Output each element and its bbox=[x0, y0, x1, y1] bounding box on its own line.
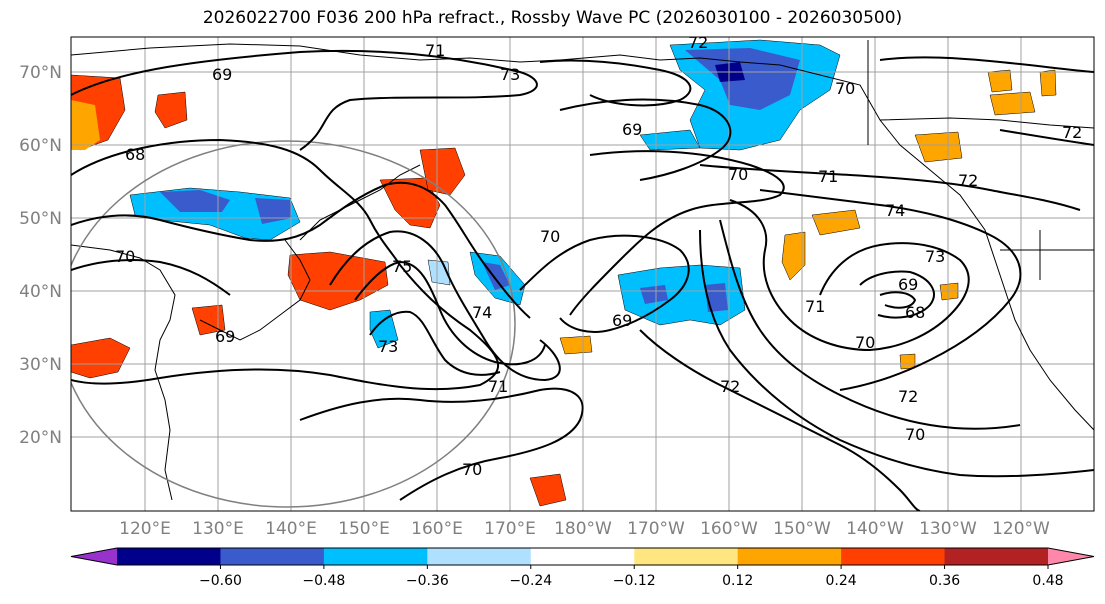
contour-label: 70 bbox=[855, 333, 875, 352]
colorbar-tick-label: −0.60 bbox=[199, 573, 242, 589]
contour-label: 73 bbox=[500, 65, 520, 84]
map-title: 2026022700 F036 200 hPa refract., Rossby… bbox=[202, 8, 903, 28]
contour-label: 70 bbox=[462, 460, 482, 479]
lat-label: 50°N bbox=[19, 209, 62, 229]
contour-label: 71 bbox=[818, 167, 838, 186]
lon-label: 130°E bbox=[192, 519, 244, 539]
colorbar-segment bbox=[323, 548, 428, 565]
colorbar: −0.60 −0.48 −0.36 −0.24 −0.12 0.12 0.24 0.36 0.4… bbox=[70, 547, 1095, 589]
lat-label: 60°N bbox=[19, 136, 62, 156]
contour-label: 69 bbox=[622, 120, 642, 139]
colorbar-extend-low bbox=[71, 548, 117, 565]
colorbar-segment bbox=[427, 548, 532, 565]
contour-label: 73 bbox=[925, 247, 945, 266]
lon-label: 160°E bbox=[411, 519, 463, 539]
colorbar-outline bbox=[70, 547, 1095, 566]
contour-label: 70 bbox=[540, 227, 560, 246]
contour-label: 70 bbox=[835, 79, 855, 98]
lon-label: 120°E bbox=[119, 519, 171, 539]
refractivity-contours bbox=[71, 49, 1094, 511]
contour-label: 73 bbox=[378, 337, 398, 356]
colorbar-tick-label: 0.36 bbox=[929, 573, 960, 589]
contour-label: 69 bbox=[215, 327, 235, 346]
lon-label: 120°W bbox=[992, 519, 1050, 539]
contour-label: 70 bbox=[728, 165, 748, 184]
lat-label: 20°N bbox=[19, 428, 62, 448]
longitude-labels: 120°E 130°E 140°E 150°E 160°E 170°E 180°… bbox=[119, 519, 1050, 539]
lat-label: 30°N bbox=[19, 355, 62, 375]
contour-label: 70 bbox=[905, 425, 925, 444]
colorbar-tick-label: −0.12 bbox=[613, 573, 656, 589]
lon-label: 140°W bbox=[846, 519, 904, 539]
colorbar-tick-label: −0.36 bbox=[406, 573, 449, 589]
lat-label: 70°N bbox=[19, 63, 62, 83]
lon-label: 130°W bbox=[919, 519, 977, 539]
lon-label: 150°W bbox=[773, 519, 831, 539]
lon-label: 140°E bbox=[265, 519, 317, 539]
lon-label: 160°W bbox=[700, 519, 758, 539]
contour-label: 71 bbox=[805, 297, 825, 316]
colorbar-segment bbox=[944, 548, 1049, 565]
lon-label: 180°W bbox=[554, 519, 612, 539]
contour-label: 72 bbox=[1062, 123, 1082, 142]
contour-label: 74 bbox=[472, 303, 492, 322]
contour-label: 69 bbox=[212, 65, 232, 84]
colorbar-extend-high bbox=[1048, 548, 1094, 565]
colorbar-segment bbox=[737, 548, 842, 565]
lat-label: 40°N bbox=[19, 282, 62, 302]
contour-label: 75 bbox=[392, 257, 412, 276]
contour-label: 70 bbox=[115, 247, 135, 266]
reference-circle bbox=[71, 140, 516, 508]
colorbar-tick-label: −0.24 bbox=[509, 573, 552, 589]
contour-label: 72 bbox=[720, 377, 740, 396]
contour-label: 72 bbox=[688, 33, 708, 52]
colorbar-tick-label: −0.48 bbox=[302, 573, 345, 589]
contour-label: 69 bbox=[898, 275, 918, 294]
contour-label: 74 bbox=[885, 201, 905, 220]
colorbar-tick-label: 0.12 bbox=[722, 573, 753, 589]
colorbar-segment bbox=[530, 548, 635, 565]
map-plot-border bbox=[70, 36, 1095, 512]
lon-label: 170°W bbox=[627, 519, 685, 539]
contour-label: 71 bbox=[488, 377, 508, 396]
contour-label: 69 bbox=[612, 311, 632, 330]
colorbar-segment bbox=[634, 548, 739, 565]
latitude-labels: 70°N 60°N 50°N 40°N 30°N 20°N bbox=[19, 63, 62, 448]
contour-label: 72 bbox=[898, 387, 918, 406]
colorbar-tick-label: 0.48 bbox=[1032, 573, 1063, 589]
contour-labels: 71 69 73 68 70 69 70 71 72 74 73 75 74 7… bbox=[115, 33, 1082, 479]
lon-label: 170°E bbox=[484, 519, 536, 539]
lon-label: 150°E bbox=[338, 519, 390, 539]
colorbar-segment bbox=[220, 548, 325, 565]
colorbar-segment bbox=[841, 548, 946, 565]
colorbar-tick-label: 0.24 bbox=[826, 573, 857, 589]
colorbar-segment bbox=[117, 548, 221, 565]
coastlines bbox=[71, 40, 1094, 501]
contour-label: 71 bbox=[425, 41, 445, 60]
contour-label: 68 bbox=[125, 145, 145, 164]
contour-label: 72 bbox=[958, 171, 978, 190]
contour-label: 68 bbox=[905, 303, 925, 322]
